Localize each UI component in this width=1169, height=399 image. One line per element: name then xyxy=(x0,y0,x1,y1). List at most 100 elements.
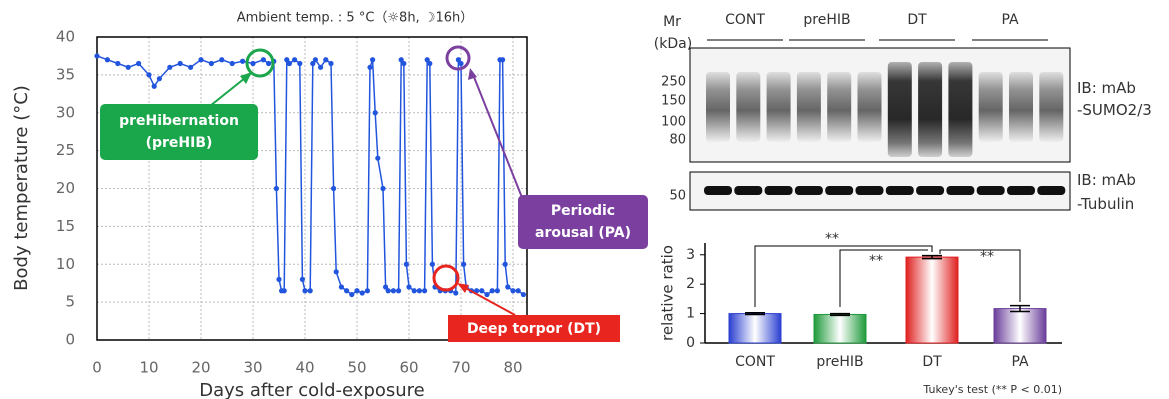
temperature-point xyxy=(396,288,401,293)
blot-lane xyxy=(736,72,760,142)
x-tick-label: CONT xyxy=(735,354,775,370)
temperature-point xyxy=(510,288,515,293)
temperature-point xyxy=(167,65,172,70)
blot-lane xyxy=(918,62,942,157)
temperature-point xyxy=(308,288,313,293)
temperature-point xyxy=(495,288,500,293)
temperature-point xyxy=(484,292,489,297)
bar xyxy=(906,257,958,343)
x-tick-label: 60 xyxy=(399,359,418,377)
temperature-point xyxy=(516,288,521,293)
temperature-point xyxy=(230,61,235,66)
temperature-point xyxy=(360,290,365,295)
temperature-point xyxy=(152,84,157,89)
x-tick-label: DT xyxy=(922,354,942,370)
significance: ** xyxy=(869,253,883,269)
temperature-point xyxy=(261,57,266,62)
blot-lane xyxy=(827,72,851,142)
temperature-point xyxy=(94,53,99,58)
temperature-point xyxy=(505,284,510,289)
blot-lane xyxy=(1009,72,1033,142)
temperature-point xyxy=(370,57,375,62)
tubulin-band xyxy=(734,186,762,195)
y-axis-label: relative ratio xyxy=(659,245,677,341)
marker-label: 250 xyxy=(661,75,686,90)
temperature-point xyxy=(302,288,307,293)
bar xyxy=(814,314,866,343)
temperature-point xyxy=(126,65,131,70)
bracket xyxy=(755,246,932,307)
tubulin-band xyxy=(977,186,1005,195)
temperature-point xyxy=(198,57,203,62)
temperature-point xyxy=(365,288,370,293)
y-tick-label: 10 xyxy=(56,255,75,273)
temperature-point xyxy=(105,57,110,62)
temperature-point xyxy=(300,277,305,282)
annotation-line: Deep torpor (DT) xyxy=(467,321,601,337)
tubulin-band xyxy=(765,186,793,195)
temperature-point xyxy=(287,61,292,66)
y-tick-label: 20 xyxy=(56,179,75,197)
blot-lane xyxy=(1039,72,1063,142)
temperature-point xyxy=(500,57,505,62)
tubulin-band xyxy=(1007,186,1035,195)
ib-label-line: IB: mAb xyxy=(1077,79,1136,97)
blot-lane xyxy=(888,62,912,157)
temperature-point xyxy=(401,61,406,66)
temperature-point xyxy=(354,288,359,293)
y-tick-label: 35 xyxy=(56,65,75,83)
temperature-point xyxy=(331,186,336,191)
temperature-point xyxy=(521,292,526,297)
mr-label: Mr xyxy=(663,14,681,30)
x-tick-label: 0 xyxy=(92,359,102,377)
significance: ** xyxy=(980,249,994,265)
temperature-point xyxy=(461,262,466,267)
x-tick-label: 50 xyxy=(347,359,366,377)
temperature-point xyxy=(274,186,279,191)
annotation-line: arousal (PA) xyxy=(535,225,631,241)
temperature-point xyxy=(334,269,339,274)
temperature-point xyxy=(490,288,495,293)
tubulin-band xyxy=(1037,186,1065,195)
temperature-point xyxy=(328,61,333,66)
x-tick-label: 10 xyxy=(139,359,158,377)
x-tick-label: 80 xyxy=(503,359,522,377)
group-label: preHIB xyxy=(803,12,850,28)
ib-label: IB: mAb-SUMO2/3 xyxy=(1077,79,1152,119)
temperature-point xyxy=(276,277,281,282)
ib-label: IB: mAb-Tubulin xyxy=(1077,171,1136,213)
temperature-point xyxy=(375,156,380,161)
temperature-point xyxy=(282,288,287,293)
annotation-line: Periodic xyxy=(551,203,615,219)
marker-label: 80 xyxy=(669,133,686,148)
marker-label: 50 xyxy=(669,189,686,204)
x-axis-label: Days after cold-exposure xyxy=(199,380,425,399)
blot-lane xyxy=(767,72,791,142)
temperature-point xyxy=(344,288,349,293)
tubulin-band xyxy=(916,186,944,195)
temperature-point xyxy=(503,262,508,267)
temperature-point xyxy=(453,290,458,295)
y-tick-label: 2 xyxy=(686,276,695,292)
blot-lane xyxy=(797,72,821,142)
tubulin-band xyxy=(856,186,884,195)
temperature-point xyxy=(380,186,385,191)
annotation: Deep torpor (DT) xyxy=(467,321,601,337)
test-note: Tukey's test (** P < 0.01) xyxy=(922,383,1062,396)
temperature-point xyxy=(349,292,354,297)
temperature-point xyxy=(240,59,245,64)
temperature-point xyxy=(422,288,427,293)
figure: Mr(kDa)CONTpreHIBDTPA2501501008050IB: mA… xyxy=(0,0,1169,399)
temperature-point xyxy=(339,284,344,289)
tubulin-band xyxy=(886,186,914,195)
x-tick-label: PA xyxy=(1011,354,1029,370)
chart-title: Ambient temp. : 5 °C（☼8h, ☽16h） xyxy=(237,11,474,26)
x-tick-label: 30 xyxy=(243,359,262,377)
temperature-point xyxy=(178,61,183,66)
tubulin-band xyxy=(825,186,853,195)
ib-label-line: IB: mAb xyxy=(1077,171,1136,189)
temperature-point xyxy=(479,288,484,293)
y-tick-label: 0 xyxy=(686,335,695,351)
temperature-point xyxy=(146,72,151,77)
bar xyxy=(729,314,781,343)
